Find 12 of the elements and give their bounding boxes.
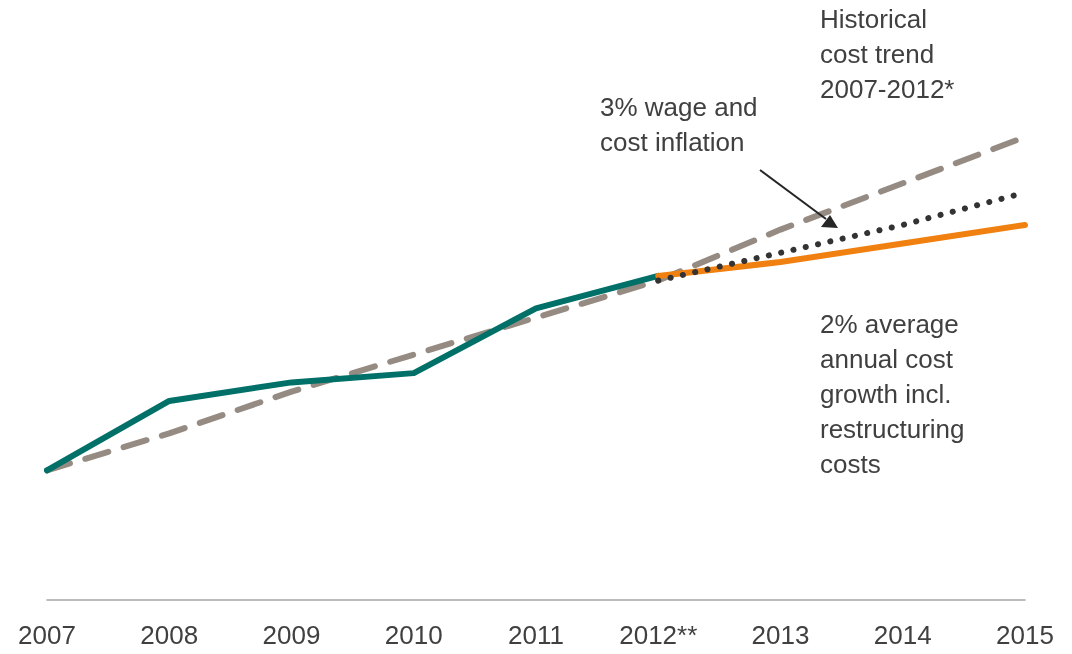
text: Historical cost trend 2007-2012*	[820, 3, 956, 106]
x-tick-label: 2008	[140, 620, 199, 650]
x-tick-label: 2010	[384, 620, 443, 650]
x-tick-label: 2011	[508, 620, 564, 650]
x-tick-label: 2007	[18, 620, 76, 650]
annotation: 2% average annual cost growth incl. restructuring costs	[820, 308, 966, 481]
x-tick-label: 2014	[873, 620, 932, 650]
x-tick-label: 2012**	[619, 620, 698, 650]
x-tick-label: 2009	[262, 620, 321, 650]
x-tick-label: 2013	[751, 620, 810, 650]
x-tick-label: 2015	[996, 620, 1054, 650]
annotation: 3% wage and cost inflation	[600, 91, 759, 159]
